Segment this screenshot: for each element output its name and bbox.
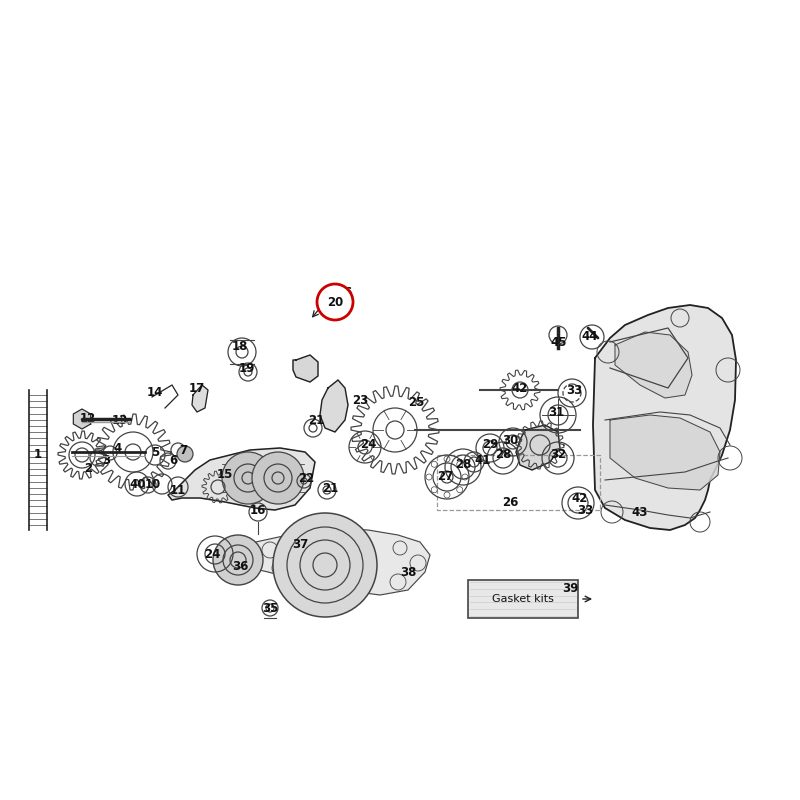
Polygon shape — [228, 528, 430, 595]
Text: Gasket kits: Gasket kits — [492, 594, 554, 604]
Text: 24: 24 — [204, 549, 220, 562]
Polygon shape — [168, 448, 315, 510]
Text: 41: 41 — [475, 454, 491, 466]
Text: 42: 42 — [572, 491, 588, 505]
Circle shape — [222, 452, 274, 504]
Text: 4: 4 — [114, 442, 122, 454]
Text: 3: 3 — [102, 454, 110, 467]
Text: 10: 10 — [145, 478, 161, 491]
Text: 22: 22 — [298, 473, 314, 486]
Text: 38: 38 — [400, 566, 416, 579]
Text: 25: 25 — [408, 397, 424, 410]
Text: 21: 21 — [322, 482, 338, 494]
Polygon shape — [293, 355, 318, 382]
Text: 35: 35 — [262, 602, 278, 614]
Text: 13: 13 — [112, 414, 128, 426]
Circle shape — [317, 284, 353, 320]
Circle shape — [213, 535, 263, 585]
Circle shape — [273, 513, 377, 617]
Polygon shape — [610, 415, 720, 490]
Text: 21: 21 — [308, 414, 324, 426]
Text: 12: 12 — [80, 411, 96, 425]
Text: 15: 15 — [217, 467, 233, 481]
Text: 42: 42 — [512, 382, 528, 394]
Text: 39: 39 — [562, 582, 578, 594]
Polygon shape — [516, 425, 560, 470]
Text: 2: 2 — [84, 462, 92, 474]
Text: 23: 23 — [352, 394, 368, 406]
Polygon shape — [615, 332, 692, 398]
Text: 30: 30 — [502, 434, 518, 446]
Text: 27: 27 — [437, 470, 453, 483]
Text: 19: 19 — [239, 362, 255, 374]
Text: 33: 33 — [577, 503, 593, 517]
Polygon shape — [593, 305, 736, 530]
Text: 45: 45 — [550, 335, 567, 349]
Bar — [468, 580, 578, 618]
Text: 37: 37 — [292, 538, 308, 551]
Text: 1: 1 — [34, 449, 42, 462]
Text: 44: 44 — [582, 330, 598, 342]
Text: 20: 20 — [327, 295, 343, 309]
Text: 29: 29 — [482, 438, 498, 451]
Text: 43: 43 — [632, 506, 648, 519]
Text: 40: 40 — [130, 478, 146, 491]
Text: 28: 28 — [495, 449, 511, 462]
Text: 18: 18 — [232, 339, 248, 353]
Circle shape — [177, 446, 193, 462]
Text: 24: 24 — [360, 438, 376, 451]
Text: 6: 6 — [169, 454, 177, 467]
Polygon shape — [74, 409, 90, 429]
Text: 16: 16 — [250, 505, 266, 518]
Text: 32: 32 — [550, 449, 566, 462]
Bar — [437, 455, 600, 510]
Text: 31: 31 — [548, 406, 564, 419]
Polygon shape — [320, 380, 348, 432]
Text: 36: 36 — [232, 561, 248, 574]
Text: 17: 17 — [189, 382, 205, 394]
Text: 7: 7 — [179, 443, 187, 457]
Text: 26: 26 — [502, 497, 518, 510]
Text: 6: 6 — [343, 286, 351, 298]
Text: 28: 28 — [455, 458, 471, 471]
Text: 33: 33 — [566, 383, 582, 397]
Circle shape — [252, 452, 304, 504]
Text: 11: 11 — [170, 483, 186, 497]
Polygon shape — [192, 385, 208, 412]
Text: 5: 5 — [151, 446, 159, 459]
Text: 14: 14 — [147, 386, 163, 399]
